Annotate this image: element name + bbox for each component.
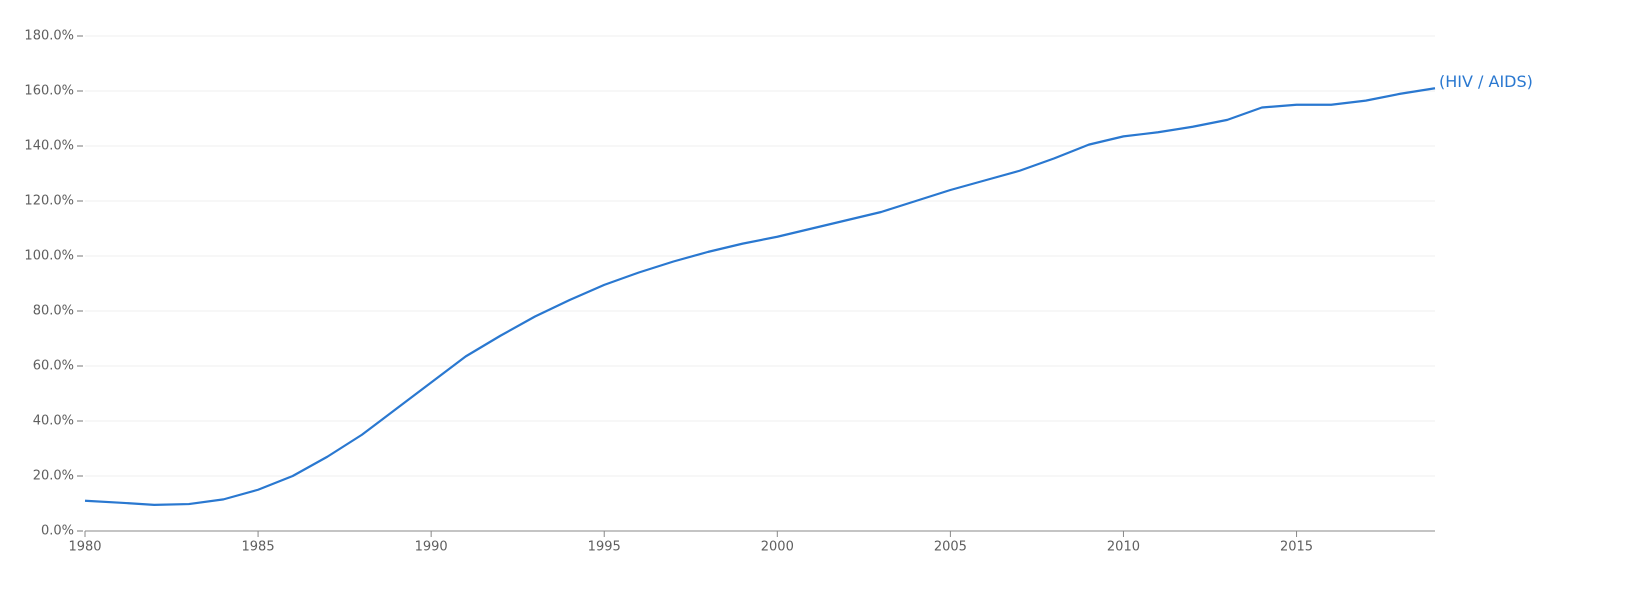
y-tick-label: 0.0% <box>41 524 74 539</box>
x-tick-label: 1980 <box>68 540 101 555</box>
y-tick-label: 20.0% <box>33 469 74 484</box>
y-tick-label: 120.0% <box>24 194 74 209</box>
x-tick-label: 2015 <box>1280 540 1313 555</box>
x-tick-label: 2010 <box>1107 540 1140 555</box>
y-tick-label: 60.0% <box>33 359 74 374</box>
x-tick-label: 1995 <box>588 540 621 555</box>
y-tick-label: 180.0% <box>24 29 74 44</box>
y-tick-label: 80.0% <box>33 304 74 319</box>
y-tick-label: 40.0% <box>33 414 74 429</box>
x-tick-label: 1990 <box>415 540 448 555</box>
x-tick-label: 1985 <box>242 540 275 555</box>
x-tick-label: 2005 <box>934 540 967 555</box>
y-tick-label: 140.0% <box>24 139 74 154</box>
y-tick-label: 100.0% <box>24 249 74 264</box>
x-tick-label: 2000 <box>761 540 794 555</box>
line <box>84 87 1436 506</box>
y-tick-label: 160.0% <box>24 84 74 99</box>
series-label: (HIV / AIDS) <box>1439 72 1533 91</box>
